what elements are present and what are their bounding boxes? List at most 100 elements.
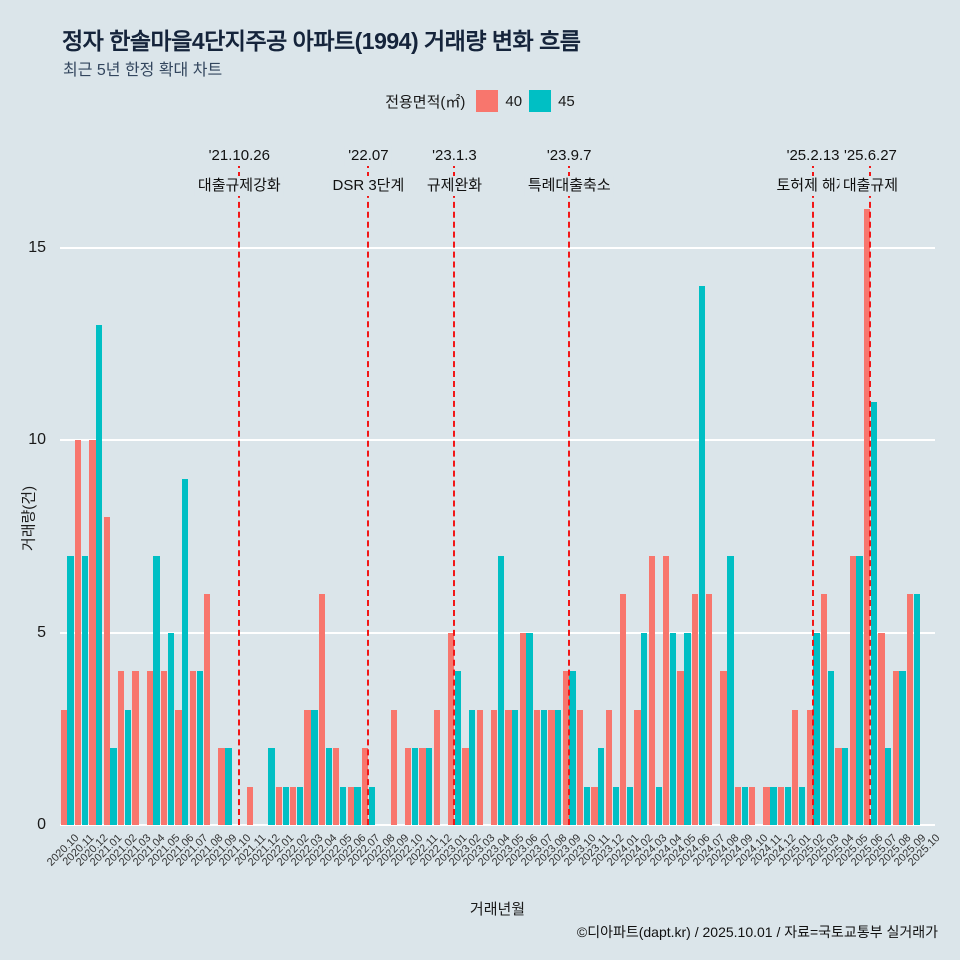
bar-40 xyxy=(74,440,82,825)
chart-legend: 전용면적(㎡) 40 45 xyxy=(0,90,960,112)
event-desc-label: 대출규제강화 xyxy=(194,176,284,196)
event-line xyxy=(367,162,370,825)
event-date-label: '23.9.7 xyxy=(543,146,595,166)
bar-40 xyxy=(792,709,799,825)
event-desc-label: 토허제 해제 xyxy=(773,176,853,196)
event-line xyxy=(568,162,571,825)
bar-40 xyxy=(447,632,455,825)
bar-40 xyxy=(777,786,785,825)
event-line xyxy=(812,162,815,825)
bar-40 xyxy=(419,748,426,825)
bar-45 xyxy=(469,709,476,825)
bar-40 xyxy=(505,709,512,825)
bar-40 xyxy=(290,786,297,825)
legend-value-45: 45 xyxy=(558,92,575,110)
bar-45 xyxy=(81,555,89,825)
bar-40 xyxy=(490,709,498,825)
bar-45 xyxy=(684,632,691,825)
bar-40 xyxy=(591,786,598,825)
bar-40 xyxy=(677,671,684,825)
bar-40 xyxy=(404,748,412,825)
page-subtitle: 최근 5년 한정 확대 차트 xyxy=(63,62,223,79)
bar-45 xyxy=(770,786,777,825)
legend-swatch-45 xyxy=(529,90,552,112)
bar-45 xyxy=(282,786,289,825)
bar-45 xyxy=(96,324,103,825)
event-desc-label: 규제완화 xyxy=(423,176,486,196)
bar-40 xyxy=(390,709,397,825)
y-tick-label: 15 xyxy=(28,238,46,256)
bar-40 xyxy=(720,671,727,825)
bar-40 xyxy=(562,671,569,825)
bar-45 xyxy=(842,748,849,825)
bar-45 xyxy=(583,786,591,825)
event-date-label: '25.6.27 xyxy=(840,146,900,166)
gridline xyxy=(60,246,935,249)
event-desc-label: 대출규제 xyxy=(839,176,902,196)
event-date-label: '25.2.13 xyxy=(783,146,843,166)
bar-45 xyxy=(913,594,921,825)
bar-40 xyxy=(204,594,211,825)
bar-45 xyxy=(426,748,433,825)
bar-45 xyxy=(339,786,347,825)
bar-45 xyxy=(497,555,505,825)
bar-40 xyxy=(476,709,483,825)
bar-45 xyxy=(612,786,619,825)
event-line xyxy=(238,162,241,825)
bar-40 xyxy=(706,594,713,825)
bar-40 xyxy=(763,786,770,825)
bar-40 xyxy=(863,209,871,825)
bar-45 xyxy=(598,748,605,825)
bar-45 xyxy=(225,748,232,825)
bar-40 xyxy=(146,671,153,825)
bar-45 xyxy=(698,286,705,825)
event-date-label: '22.07 xyxy=(345,146,392,166)
bar-45 xyxy=(268,748,275,825)
legend-swatch-40 xyxy=(476,90,499,112)
bar-45 xyxy=(856,555,863,825)
bar-40 xyxy=(218,748,225,825)
footer-credit: ©디아파트(dapt.kr) / 2025.10.01 / 자료=국토교통부 실… xyxy=(576,924,938,940)
bar-45 xyxy=(110,748,117,825)
bar-45 xyxy=(813,632,820,825)
bar-45 xyxy=(67,555,74,825)
bar-45 xyxy=(827,671,834,825)
bar-40 xyxy=(806,709,813,825)
bar-40 xyxy=(577,709,584,825)
bar-45 xyxy=(555,709,562,825)
bar-40 xyxy=(189,671,197,825)
bar-40 xyxy=(175,709,182,825)
bar-45 xyxy=(296,786,304,825)
legend-label: 전용면적(㎡) xyxy=(385,93,466,111)
bar-40 xyxy=(878,632,885,825)
bar-45 xyxy=(626,786,634,825)
bar-40 xyxy=(247,786,254,825)
bar-45 xyxy=(641,632,648,825)
bar-45 xyxy=(411,748,418,825)
event-desc-label: DSR 3단계 xyxy=(329,176,408,196)
bar-40 xyxy=(548,709,555,825)
bar-45 xyxy=(669,632,677,825)
bar-40 xyxy=(892,671,899,825)
legend-value-40: 40 xyxy=(505,92,523,110)
bar-40 xyxy=(275,786,283,825)
bar-45 xyxy=(569,671,576,825)
bar-45 xyxy=(784,786,791,825)
bar-45 xyxy=(899,671,906,825)
bar-40 xyxy=(749,786,756,825)
bar-45 xyxy=(512,709,519,825)
bar-40 xyxy=(820,594,828,825)
bar-45 xyxy=(167,632,175,825)
bar-40 xyxy=(318,594,326,825)
bar-45 xyxy=(182,478,189,825)
bar-40 xyxy=(519,632,526,825)
bar-40 xyxy=(734,786,742,825)
bar-45 xyxy=(124,709,132,825)
bar-40 xyxy=(333,748,340,825)
bar-45 xyxy=(798,786,806,825)
bar-40 xyxy=(304,709,311,825)
bar-45 xyxy=(153,555,160,825)
event-date-label: '23.1.3 xyxy=(429,146,480,166)
event-desc-label: 특례대출축소 xyxy=(524,176,614,196)
